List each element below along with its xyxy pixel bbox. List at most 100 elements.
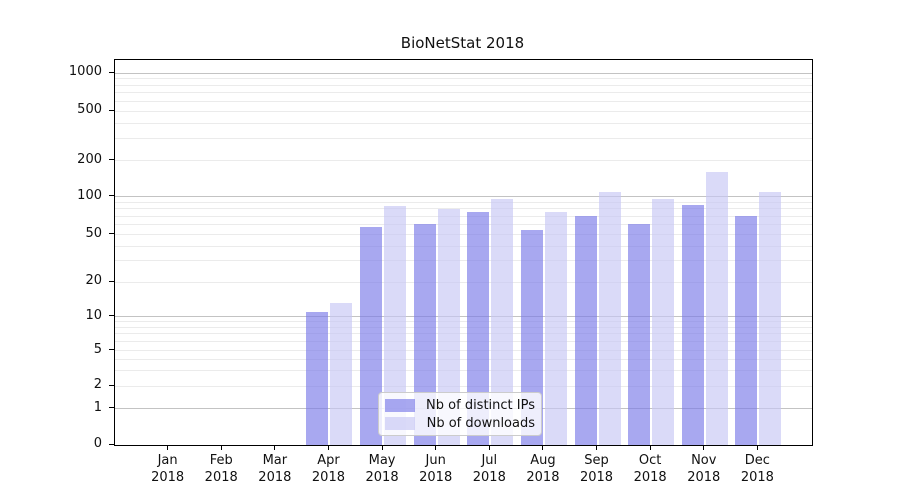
plot-area (114, 59, 813, 446)
y-tick-label-20: 20 (85, 273, 102, 288)
bar-downloads-oct (652, 199, 675, 445)
bar-downloads-aug (544, 212, 567, 445)
bar-distinct-ips-apr (306, 311, 329, 445)
y-tick-label-500: 500 (77, 102, 102, 117)
y-tick-5 (109, 349, 114, 350)
y-tick-label-50: 50 (85, 225, 102, 241)
y-tick-20 (109, 280, 114, 282)
gridline-minor-700 (115, 92, 812, 94)
x-tick-label-aug: Aug 2018 (526, 453, 560, 485)
y-tick-label-200: 200 (77, 151, 102, 167)
gridline-minor-500 (115, 110, 812, 112)
gridline-minor-90 (115, 201, 812, 203)
bar-distinct-ips-oct (628, 223, 651, 445)
gridline-minor-3 (115, 369, 812, 371)
y-tick-0 (109, 443, 114, 445)
gridline-minor-8 (115, 326, 812, 328)
bar-downloads-dec (759, 191, 782, 445)
bar-downloads-may (384, 206, 407, 445)
gridline-minor-2 (115, 385, 812, 387)
legend-label-downloads: Nb of downloads (426, 415, 535, 431)
gridline-minor-600 (115, 100, 812, 102)
x-tick-apr (327, 445, 329, 450)
x-tick-label-mar: Mar 2018 (258, 453, 292, 485)
bar-downloads-apr (330, 303, 353, 445)
legend-label-distinct-ips: Nb of distinct IPs (426, 397, 535, 413)
y-tick-50 (109, 233, 114, 234)
gridline-minor-20 (115, 281, 812, 283)
x-tick-label-jun: Jun 2018 (419, 453, 453, 485)
legend: Nb of distinct IPs Nb of downloads (378, 392, 542, 436)
y-tick-1 (109, 407, 114, 408)
x-tick-jul (488, 445, 490, 450)
gridline-minor-30 (115, 260, 812, 262)
y-tick-label-10: 10 (85, 307, 102, 323)
bar-downloads-jun (437, 208, 460, 445)
y-tick-100 (109, 195, 114, 197)
bar-distinct-ips-dec (735, 216, 758, 445)
gridline-major-100 (115, 196, 812, 198)
y-tick-label-1: 1 (93, 399, 102, 415)
bar-downloads-sep (598, 191, 621, 445)
y-tick-1000 (109, 71, 114, 73)
x-tick-mar (274, 445, 276, 450)
gridline-minor-300 (115, 138, 812, 140)
x-tick-label-nov: Nov 2018 (687, 453, 721, 485)
x-tick-label-sep: Sep 2018 (579, 453, 614, 485)
y-tick-label-0: 0 (93, 436, 102, 451)
bar-distinct-ips-jul (467, 211, 490, 445)
legend-swatch-downloads (385, 416, 415, 430)
x-tick-jun (435, 445, 437, 450)
gridline-major-1000 (115, 72, 812, 74)
x-tick-label-dec: Dec 2018 (740, 453, 774, 485)
bar-distinct-ips-jun (413, 223, 436, 445)
x-tick-label-feb: Feb 2018 (204, 453, 238, 485)
gridline-minor-60 (115, 224, 812, 226)
x-tick-label-jan: Jan 2018 (151, 453, 185, 485)
gridline-minor-40 (115, 245, 812, 247)
bar-distinct-ips-may (360, 227, 383, 445)
x-tick-may (381, 445, 383, 450)
gridline-minor-200 (115, 160, 812, 161)
gridline-minor-50 (115, 234, 812, 235)
y-tick-200 (109, 159, 114, 160)
legend-row-distinct-ips: Nb of distinct IPs (385, 398, 535, 413)
bar-distinct-ips-sep (574, 216, 597, 445)
x-tick-feb (220, 445, 222, 450)
gridline-minor-9 (115, 321, 812, 323)
gridline-minor-5 (115, 350, 812, 351)
x-tick-label-oct: Oct 2018 (633, 453, 667, 485)
gridline-minor-4 (115, 358, 812, 360)
y-tick-10 (109, 315, 114, 316)
x-tick-oct (649, 445, 651, 450)
gridline-minor-900 (115, 78, 812, 80)
bar-downloads-jul (491, 198, 514, 445)
gridline-minor-80 (115, 208, 812, 210)
gridline-minor-70 (115, 215, 812, 217)
y-tick-label-2: 2 (93, 377, 102, 392)
gridline-minor-7 (115, 333, 812, 335)
y-tick-label-5: 5 (93, 341, 102, 357)
x-tick-aug (542, 445, 544, 450)
x-tick-dec (756, 445, 758, 450)
x-tick-label-apr: Apr 2018 (311, 453, 345, 485)
y-tick-2 (109, 384, 114, 386)
bar-distinct-ips-nov (681, 204, 704, 445)
gridline-minor-400 (115, 122, 812, 124)
legend-swatch-distinct-ips (385, 398, 415, 412)
chart-title: BioNetStat 2018 (400, 34, 525, 52)
gridline-minor-6 (115, 341, 812, 343)
x-tick-nov (703, 445, 705, 450)
y-tick-500 (109, 109, 114, 111)
gridline-major-10 (115, 316, 812, 317)
x-tick-jan (167, 445, 169, 450)
legend-row-downloads: Nb of downloads (385, 416, 535, 431)
y-tick-label-1000: 1000 (68, 64, 102, 79)
gridline-minor-800 (115, 84, 812, 86)
bar-downloads-nov (705, 172, 728, 445)
x-tick-label-jul: Jul 2018 (472, 453, 506, 485)
x-tick-label-may: May 2018 (365, 453, 399, 485)
bar-distinct-ips-aug (520, 230, 543, 445)
x-tick-sep (596, 445, 598, 450)
